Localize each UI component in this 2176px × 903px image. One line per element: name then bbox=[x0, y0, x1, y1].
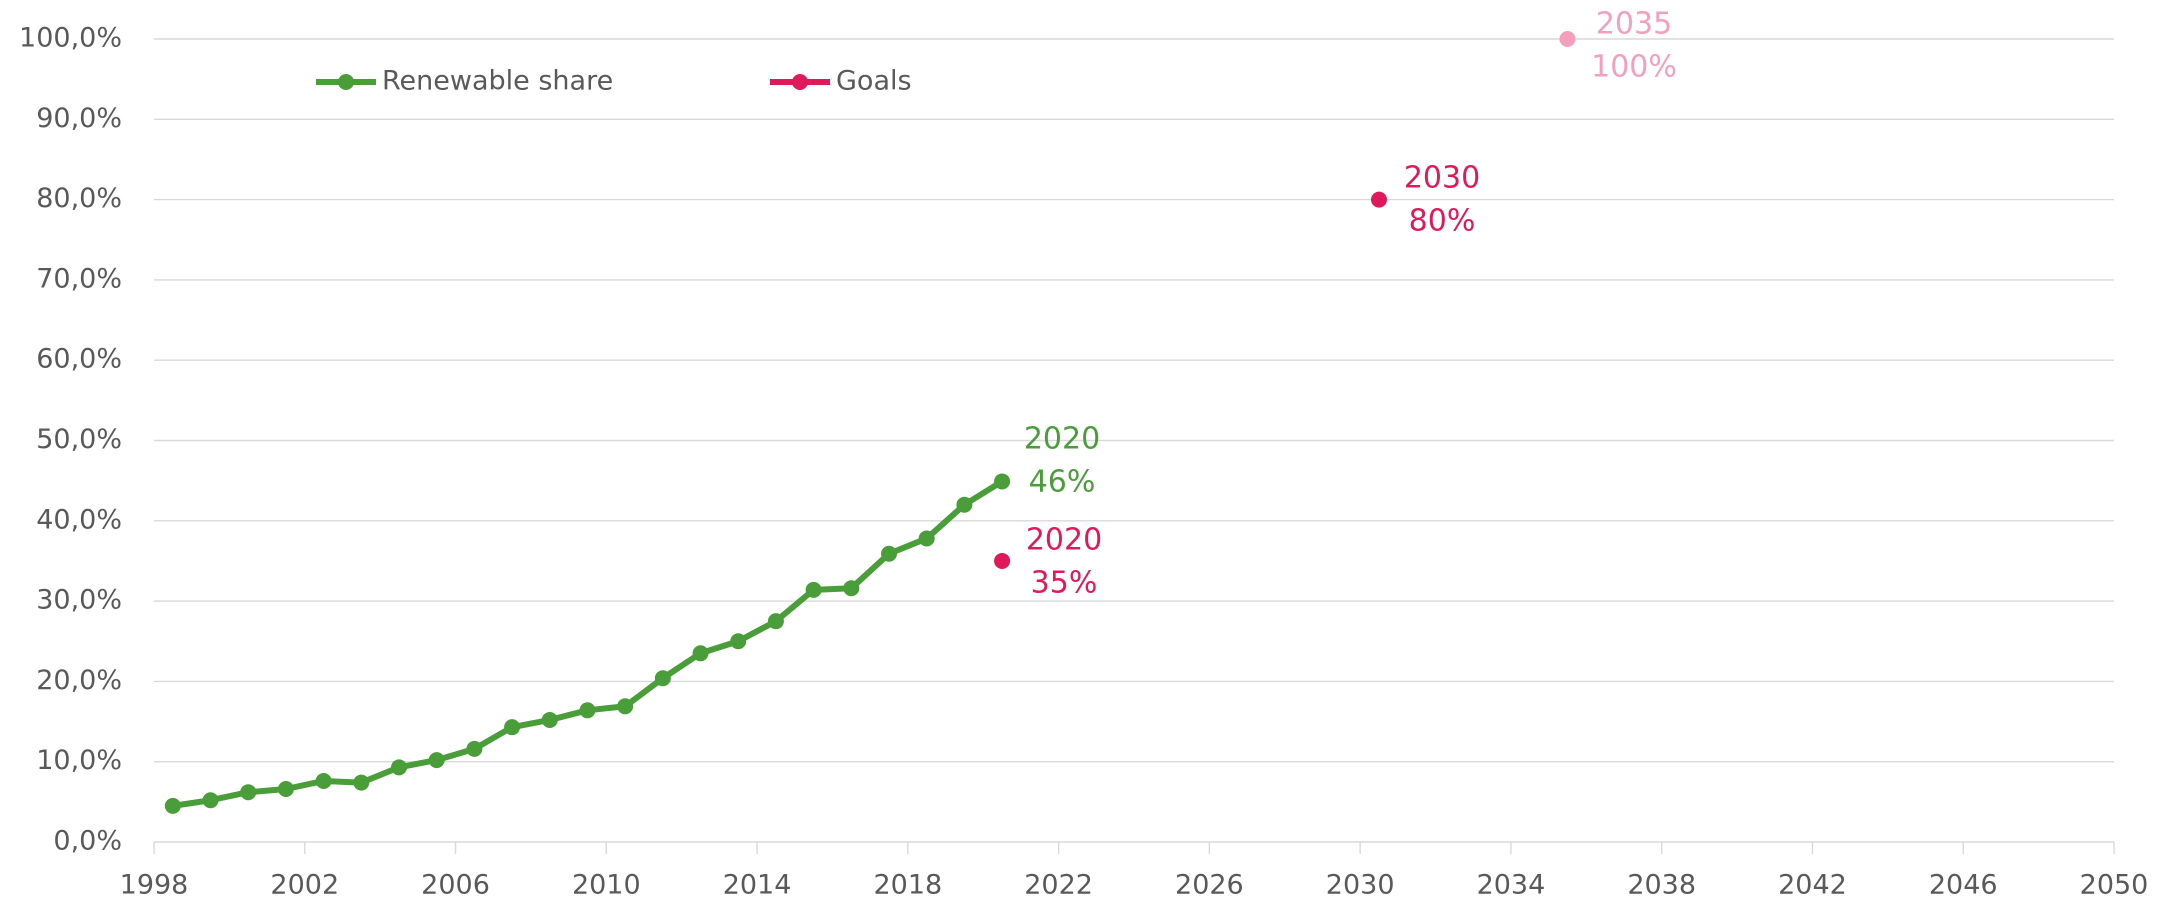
data-point bbox=[353, 774, 370, 791]
data-point bbox=[843, 580, 860, 597]
annotation: 2020 bbox=[1024, 422, 1100, 457]
y-tick-label: 50,0% bbox=[36, 424, 122, 455]
x-tick-label: 2026 bbox=[1175, 870, 1244, 901]
data-point bbox=[391, 759, 407, 776]
legend-item: Renewable share bbox=[316, 66, 613, 97]
x-tick-label: 2050 bbox=[2080, 870, 2149, 901]
y-tick-label: 30,0% bbox=[36, 585, 122, 616]
data-point bbox=[994, 552, 1011, 569]
data-point bbox=[654, 670, 671, 687]
x-tick-label: 2038 bbox=[1627, 870, 1696, 901]
x-tick-label: 1998 bbox=[120, 870, 189, 901]
data-point bbox=[277, 781, 294, 798]
annotation: 2020 bbox=[1026, 523, 1102, 558]
legend-label: Goals bbox=[836, 66, 912, 97]
data-point bbox=[541, 711, 558, 728]
data-point bbox=[202, 792, 219, 809]
series-line bbox=[172, 478, 1004, 809]
data-point bbox=[805, 581, 822, 598]
data-point bbox=[428, 752, 445, 769]
x-tick-label: 2022 bbox=[1024, 870, 1093, 901]
data-point bbox=[466, 740, 483, 757]
x-tick-label: 2002 bbox=[270, 870, 339, 901]
data-point bbox=[315, 772, 332, 789]
annotation: 100% bbox=[1591, 50, 1677, 85]
x-tick-label: 2010 bbox=[572, 870, 641, 901]
annotation: 35% bbox=[1031, 566, 1098, 601]
legend-marker bbox=[338, 74, 354, 90]
annotation: 2035 bbox=[1596, 7, 1672, 42]
data-point bbox=[730, 633, 747, 650]
y-tick-label: 100,0% bbox=[19, 23, 122, 54]
y-tick-label: 20,0% bbox=[36, 665, 122, 696]
annotation: 2030 bbox=[1404, 161, 1480, 196]
x-tick-label: 2030 bbox=[1326, 870, 1395, 901]
data-point bbox=[881, 545, 897, 562]
data-point bbox=[692, 645, 709, 662]
data-point bbox=[504, 719, 521, 736]
x-tick-label: 2034 bbox=[1477, 870, 1546, 901]
data-point bbox=[956, 496, 973, 513]
y-tick-label: 90,0% bbox=[36, 103, 122, 134]
data-point bbox=[1559, 31, 1576, 47]
annotation: 80% bbox=[1409, 204, 1476, 239]
x-tick-label: 2018 bbox=[873, 870, 942, 901]
legend-marker bbox=[792, 74, 808, 90]
x-tick-label: 2014 bbox=[723, 870, 792, 901]
data-point bbox=[767, 613, 784, 630]
y-tick-label: 10,0% bbox=[36, 745, 122, 776]
data-point bbox=[164, 797, 181, 814]
y-tick-label: 0,0% bbox=[53, 826, 122, 857]
y-tick-label: 80,0% bbox=[36, 183, 122, 214]
y-tick-label: 60,0% bbox=[36, 344, 122, 375]
x-tick-label: 2042 bbox=[1778, 870, 1847, 901]
legend-label: Renewable share bbox=[382, 66, 613, 97]
legend-item: Goals bbox=[770, 66, 912, 97]
data-point bbox=[579, 702, 596, 719]
data-point bbox=[994, 473, 1011, 490]
data-point bbox=[1371, 191, 1387, 208]
data-point bbox=[918, 530, 935, 547]
data-point bbox=[240, 784, 257, 801]
data-point bbox=[617, 698, 634, 715]
y-tick-label: 40,0% bbox=[36, 504, 122, 535]
x-tick-label: 2006 bbox=[421, 870, 490, 901]
annotation: 46% bbox=[1029, 465, 1096, 500]
y-tick-label: 70,0% bbox=[36, 263, 122, 294]
x-tick-label: 2046 bbox=[1929, 870, 1998, 901]
